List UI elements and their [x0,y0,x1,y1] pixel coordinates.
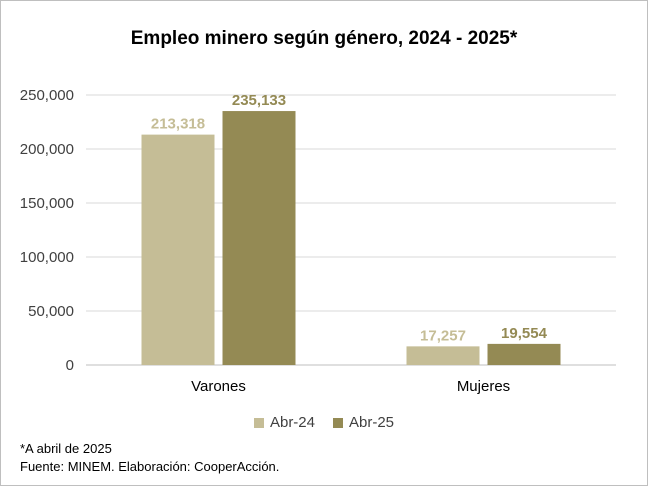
bar [406,346,480,365]
source-note: Fuente: MINEM. Elaboración: CooperAcción… [20,459,280,474]
footnote: *A abril de 2025 [20,441,112,456]
y-tick-label: 0 [66,357,74,374]
data-label: 17,257 [420,327,466,344]
legend-item-abr-24: Abr-24 [253,414,315,431]
y-tick-label: 250,000 [20,87,74,104]
x-category-label: Mujeres [457,378,510,395]
legend-label-abr-25: Abr-25 [349,414,395,431]
legend: Abr-24 Abr-25 [0,414,648,431]
bar [141,134,215,365]
legend-item-abr-25: Abr-25 [333,414,394,431]
data-label: 19,554 [501,325,548,342]
bar-chart: 0 50,000 100,000 150,000 200,000 250,000 213,3… [20,87,616,395]
bar [487,343,561,365]
legend-swatch-abr-25 [333,417,343,428]
x-category-label: Varones [191,378,246,395]
bar [222,111,296,365]
chart-title: Empleo minero según género, 2024 - 2025* [130,28,518,49]
data-label: 213,318 [151,116,205,133]
legend-swatch-abr-24 [253,417,264,428]
y-tick-label: 100,000 [20,249,74,266]
y-tick-label: 50,000 [28,303,74,320]
y-tick-label: 200,000 [20,141,74,158]
data-label: 235,133 [232,92,286,109]
legend-label-abr-24: Abr-24 [269,414,315,431]
y-tick-label: 150,000 [20,195,74,212]
chart-notes: *A abril de 2025 Fuente: MINEM. Elaborac… [20,440,279,476]
